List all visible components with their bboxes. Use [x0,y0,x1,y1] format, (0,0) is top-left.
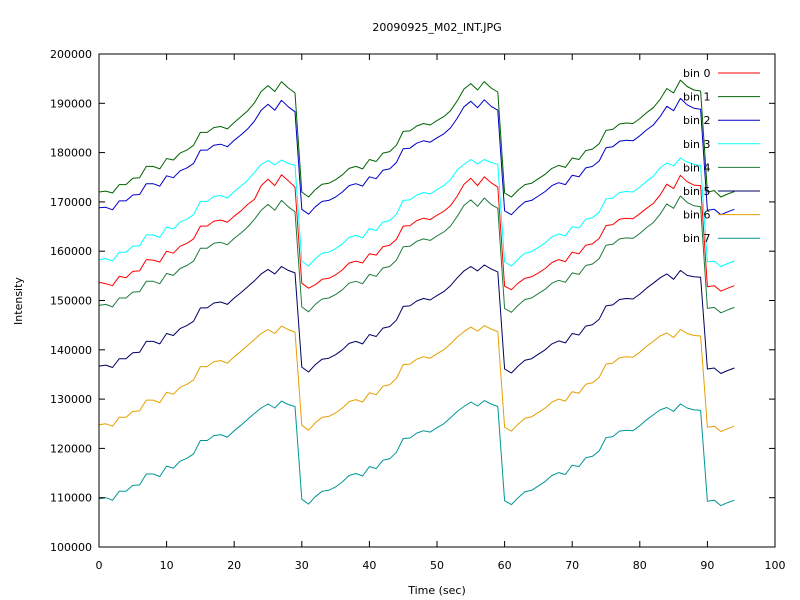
x-axis-title: Time (sec) [407,584,466,597]
series-line-bin-1 [98,79,735,198]
legend-label-bin-2: bin 2 [683,114,711,127]
y-tick-label: 120000 [50,442,92,455]
y-axis-title: Intensity [12,277,25,325]
y-tick-label: 140000 [50,344,92,357]
y-tick-label: 200000 [50,48,92,61]
legend-label-bin-5: bin 5 [683,185,711,198]
x-tick-label: 30 [295,559,309,572]
chart-title: 20090925_M02_INT.JPG [372,21,501,34]
x-tick-label: 20 [227,559,241,572]
y-axis: 100000 110000 120000 130000 140000 150000 1600… [50,48,775,554]
x-tick-label: 10 [160,559,174,572]
y-tick-label: 110000 [50,492,92,505]
y-tick-label: 150000 [50,295,92,308]
y-tick-label: 130000 [50,393,92,406]
y-tick-label: 170000 [50,196,92,209]
y-tick-label: 180000 [50,147,92,160]
legend-label-bin-0: bin 0 [683,67,711,80]
x-tick-label: 70 [565,559,579,572]
series-layer [98,79,735,507]
legend-label-bin-1: bin 1 [683,91,711,104]
y-tick-label: 190000 [50,97,92,110]
y-tick-label: 160000 [50,245,92,258]
series-line-bin-3 [98,157,735,267]
series-line-bin-7 [98,400,735,507]
x-tick-label: 90 [700,559,714,572]
x-axis: 0 10 20 30 40 50 60 70 80 90 100 [96,54,786,572]
x-tick-label: 0 [96,559,103,572]
series-line-bin-2 [98,97,735,216]
series-line-bin-0 [98,174,735,292]
series-line-bin-4 [98,195,735,314]
legend-label-bin-3: bin 3 [683,138,711,151]
x-tick-label: 50 [430,559,444,572]
x-tick-label: 60 [498,559,512,572]
legend-label-bin-6: bin 6 [683,209,711,222]
series-line-bin-6 [98,325,735,433]
series-line-bin-5 [98,264,735,374]
y-tick-label: 100000 [50,541,92,554]
legend-label-bin-4: bin 4 [683,161,711,174]
x-tick-label: 100 [765,559,786,572]
x-tick-label: 40 [362,559,376,572]
legend: bin 0 bin 1 bin 2 bin 3 bin 4 bin 5 bin 6 bin 7 [683,67,760,245]
x-tick-label: 80 [633,559,647,572]
legend-label-bin-7: bin 7 [683,232,711,245]
